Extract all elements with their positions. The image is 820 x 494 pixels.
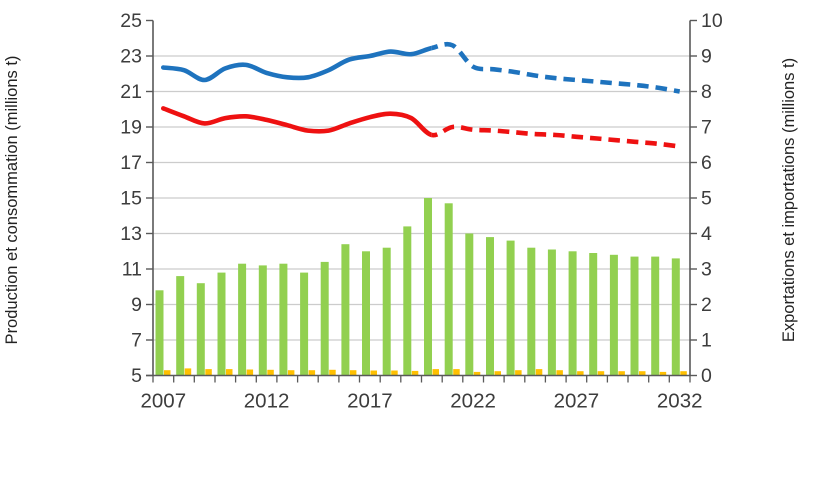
right-axis-tick-label: 5 (701, 188, 712, 210)
bars-exportations (155, 198, 680, 376)
x-axis-tick-label: 2027 (554, 390, 600, 413)
left-axis-tick-label: 9 (131, 294, 142, 316)
bar (494, 371, 501, 376)
left-axis-tick-label: 23 (120, 46, 142, 68)
right-axis-tick-label: 0 (701, 365, 712, 387)
bar (341, 244, 350, 376)
bar (238, 263, 247, 376)
bar (671, 258, 680, 376)
bar (164, 370, 171, 376)
x-axis-tick-label: 2012 (244, 390, 290, 413)
line-production (161, 41, 681, 94)
bar (308, 370, 316, 376)
bar (486, 237, 494, 376)
bar (279, 263, 288, 376)
bar (382, 247, 391, 376)
right-axis-tick-label: 2 (701, 294, 712, 316)
bar (391, 370, 398, 376)
x-axis-tick-label: 2017 (347, 390, 393, 413)
line-solid-production (161, 45, 432, 83)
line-solid-consommation (161, 106, 432, 138)
bar (424, 198, 432, 376)
bar (411, 370, 419, 376)
bar (444, 203, 453, 376)
bar (155, 290, 164, 376)
bar (465, 233, 474, 376)
bar (217, 272, 226, 376)
gridlines (153, 55, 690, 341)
left-axis-tick-label: 17 (120, 152, 142, 174)
bar (515, 370, 522, 376)
left-axis-tick-label: 13 (120, 223, 142, 245)
right-axis-tick-label: 1 (701, 330, 712, 352)
bar (329, 369, 336, 376)
bar (597, 371, 605, 376)
bars-importations (164, 368, 687, 376)
left-axis-title: Production et consommation (millions t) (3, 56, 21, 345)
bar (609, 254, 618, 376)
line-consommation (161, 106, 680, 149)
right-axis-title: Exportations et importations (millions t… (780, 58, 798, 342)
left-axis-tick-label: 19 (120, 117, 142, 139)
left-axis-tick-label: 7 (131, 330, 142, 352)
line-dashed-consommation (431, 124, 680, 149)
bar (453, 369, 460, 376)
bar (176, 276, 185, 376)
bar (349, 370, 357, 376)
bar (370, 370, 377, 376)
bar (196, 283, 205, 376)
bar (320, 261, 329, 376)
bar (205, 369, 212, 376)
bar (618, 371, 625, 376)
bar (556, 370, 563, 376)
bar (258, 265, 267, 376)
bar (589, 253, 598, 376)
right-axis-tick-label: 10 (701, 10, 723, 32)
bar (680, 371, 687, 376)
bar (403, 226, 412, 376)
bar (300, 272, 309, 376)
left-axis-tick-label: 15 (120, 188, 142, 210)
bar (246, 369, 254, 376)
right-axis-tick-label: 7 (701, 117, 712, 139)
chart-canvas: Production et consommation (millions t) … (3, 10, 798, 413)
right-axis-tick-label: 8 (701, 81, 712, 103)
bar (432, 369, 439, 376)
bar (568, 251, 577, 376)
bar (184, 368, 192, 376)
left-axis-tick-label: 25 (120, 10, 142, 32)
left-axis-tick-label: 21 (120, 81, 142, 103)
left-axis-tick-label: 5 (131, 365, 142, 387)
right-axis-tick-label: 9 (701, 46, 712, 68)
right-axis-tick-label: 3 (701, 259, 712, 281)
bar (639, 371, 646, 376)
bar (651, 256, 660, 376)
bar (527, 247, 536, 376)
right-axis-tick-label: 6 (701, 152, 712, 174)
bar (362, 251, 370, 376)
x-axis-tick-label: 2032 (657, 390, 703, 413)
bar (506, 240, 515, 376)
bar (473, 371, 481, 376)
bar (577, 371, 584, 376)
x-axis-tick-label: 2022 (450, 390, 496, 413)
bar (287, 370, 295, 376)
bar (659, 371, 667, 376)
right-axis-tick-label: 4 (701, 223, 712, 245)
left-axis-tick-label: 11 (122, 259, 142, 281)
bar (630, 256, 639, 376)
x-axis-tick-label: 2007 (140, 390, 186, 413)
bar (547, 249, 556, 376)
bar (535, 369, 543, 376)
legend: Exportations Importations Production Con… (0, 440, 820, 494)
bar (267, 369, 274, 376)
bar (226, 369, 233, 376)
